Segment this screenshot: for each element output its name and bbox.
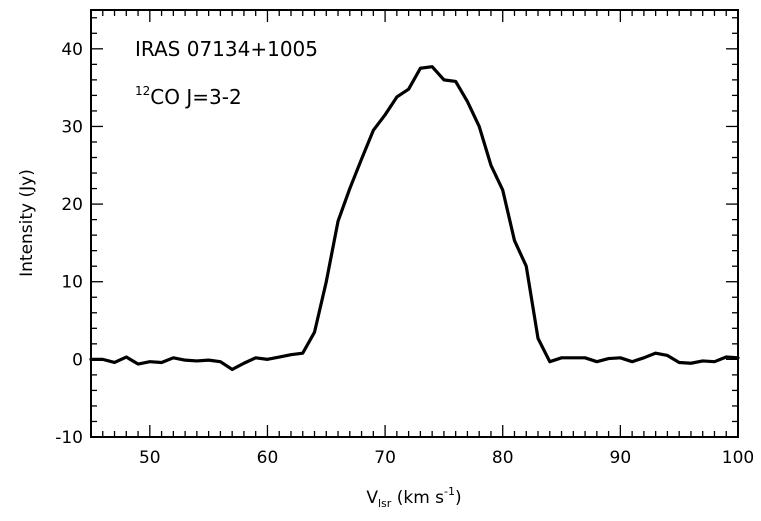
x-minor-ticks: [102, 10, 727, 437]
y-axis-label: Intensity (Jy): [17, 169, 37, 277]
source-name-annotation: IRAS 07134+1005: [135, 37, 318, 61]
x-tick-label-50: 50: [139, 448, 161, 468]
x-axis-label-subscript: lsr: [378, 497, 392, 510]
x-axis-label-units-superscript: -1: [444, 485, 455, 498]
y-tick-label-0: 0: [72, 350, 83, 370]
y-tick-labels: -10 0 10 20 30 40: [55, 40, 83, 448]
x-axis-label-units: (km s: [391, 488, 444, 508]
y-tick-label-40: 40: [61, 40, 83, 60]
plot-frame: [90, 9, 739, 438]
x-tick-label-90: 90: [610, 448, 632, 468]
x-axis-label-units-close: ): [455, 488, 462, 508]
x-tick-label-100: 100: [722, 448, 754, 468]
x-axis-label-main: V: [366, 488, 378, 508]
x-tick-label-70: 70: [374, 448, 396, 468]
line-transition-annotation: 12CO J=3-2: [135, 84, 242, 109]
x-tick-labels: 50 60 70 80 90 100: [139, 448, 754, 468]
isotope-superscript: 12: [135, 84, 150, 98]
spectrum-line: [89, 65, 740, 372]
y-tick-label-10: 10: [61, 273, 83, 293]
y-tick-label-20: 20: [61, 195, 83, 215]
x-major-ticks: [149, 10, 739, 437]
y-tick-label--10: -10: [55, 428, 83, 448]
x-tick-label-60: 60: [257, 448, 279, 468]
transition-label: CO J=3-2: [150, 85, 241, 109]
y-tick-label-30: 30: [61, 117, 83, 137]
x-tick-label-80: 80: [492, 448, 514, 468]
x-axis-label: Vlsr (km s-1): [366, 485, 461, 510]
